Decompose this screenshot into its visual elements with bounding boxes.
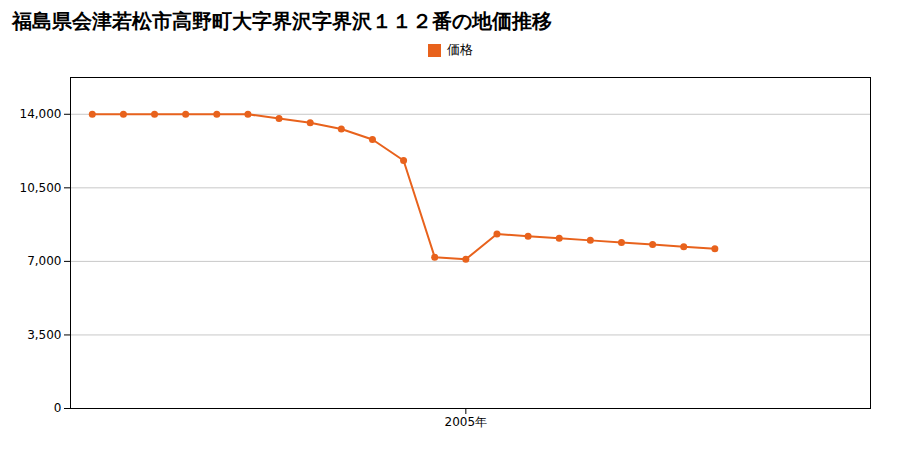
svg-text:14,000: 14,000 [20, 107, 62, 121]
html-text:価格: 価格 [446, 42, 473, 57]
svg-text:3,500: 3,500 [27, 328, 61, 342]
svg-text:0: 0 [54, 401, 62, 415]
svg-text:2005年: 2005年 [445, 415, 488, 429]
svg-text:10,500: 10,500 [20, 181, 62, 195]
html-text:福島県会津若松市高野町大字界沢字界沢１１２番の地価推移: 福島県会津若松市高野町大字界沢字界沢１１２番の地価推移 [12, 9, 552, 33]
svg-text:7,000: 7,000 [27, 254, 61, 268]
